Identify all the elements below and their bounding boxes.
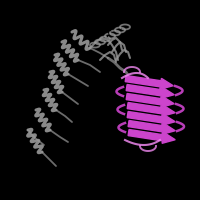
Polygon shape: [128, 130, 175, 143]
Polygon shape: [123, 111, 178, 126]
Polygon shape: [125, 76, 173, 89]
Polygon shape: [122, 84, 177, 99]
Polygon shape: [127, 112, 175, 125]
Polygon shape: [124, 120, 178, 135]
Polygon shape: [128, 121, 175, 134]
Polygon shape: [126, 94, 174, 107]
Polygon shape: [126, 85, 174, 98]
Polygon shape: [127, 103, 175, 116]
Polygon shape: [121, 75, 176, 90]
Polygon shape: [124, 129, 178, 144]
Polygon shape: [123, 102, 178, 117]
Polygon shape: [122, 93, 177, 108]
